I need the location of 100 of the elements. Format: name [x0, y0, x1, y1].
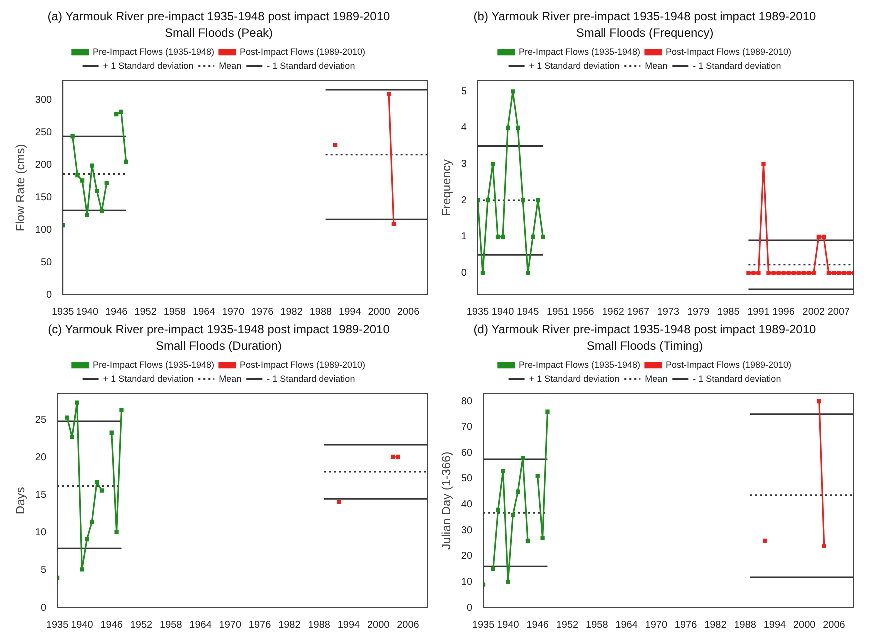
x-tick-label: 1958 [160, 620, 183, 631]
chart-subtitle: Small Floods (Timing) [586, 338, 704, 353]
x-tick-label: 2006 [397, 620, 420, 631]
legend-label: - 1 Standard deviation [267, 60, 356, 71]
point [756, 271, 761, 276]
point [396, 454, 400, 460]
x-tick-label: 1973 [657, 306, 680, 318]
x-tick-label: 1967 [627, 306, 650, 318]
point [521, 198, 526, 203]
point [812, 271, 816, 276]
point [816, 234, 821, 239]
point [541, 234, 546, 239]
point [496, 508, 500, 512]
point [806, 271, 811, 276]
point [120, 408, 124, 412]
y-tick-label: 0 [46, 290, 53, 301]
y-tick-label: 70 [461, 422, 473, 434]
legend-label: Post-Impact Flows (1989-2010) [666, 46, 792, 57]
y-tick-label: 1 [461, 232, 468, 243]
legend-label: Post-Impact Flows (1989-2010) [240, 360, 366, 370]
point [531, 234, 536, 239]
y-tick-label: 250 [35, 127, 53, 138]
point [536, 198, 540, 203]
point [391, 454, 396, 460]
y-tick-label: 60 [461, 448, 473, 459]
y-tick-label: 20 [461, 551, 473, 562]
x-tick-label: 1982 [280, 306, 304, 318]
x-tick-label: 1976 [251, 306, 274, 318]
point [95, 189, 100, 194]
x-tick-label: 1946 [526, 620, 550, 631]
legend-label: + 1 Standard deviation [103, 60, 194, 71]
x-tick-label: 1946 [105, 306, 128, 318]
x-tick-label: 1970 [219, 620, 242, 631]
y-tick-label: 4 [461, 122, 468, 134]
point [104, 181, 109, 186]
legend-label: Mean [219, 60, 242, 71]
legend-label: Post-Impact Flows (1989-2010) [240, 46, 366, 57]
y-tick-label: 2 [461, 195, 468, 206]
point [90, 164, 94, 168]
point [387, 92, 392, 97]
point [500, 234, 506, 239]
y-tick-label: 5 [40, 565, 47, 576]
point [511, 513, 516, 518]
legend-label: Pre-Impact Flows (1935-1948) [92, 46, 215, 57]
y-tick-label: 300 [35, 95, 53, 106]
y-tick-label: 3 [461, 159, 468, 170]
x-tick-label: 2000 [367, 620, 390, 631]
chart-title: (a) Yarmouk River pre-impact 1935-1948 post impact 1989-2010 [48, 10, 391, 24]
x-tick-label: 1964 [193, 306, 216, 318]
point [110, 430, 114, 435]
point [100, 209, 104, 214]
point [540, 536, 545, 540]
point [752, 271, 756, 276]
legend-label: - 1 Standard deviation [693, 60, 782, 71]
y-tick-label: 80 [461, 396, 473, 408]
x-tick-label: 2006 [397, 306, 420, 318]
y-tick-label: 10 [461, 576, 473, 588]
y-tick-label: 0 [466, 602, 473, 614]
point [826, 271, 832, 276]
point [746, 271, 751, 276]
point [516, 126, 520, 130]
x-tick-label: 1996 [772, 306, 796, 318]
point [510, 90, 516, 94]
x-tick-label: 1988 [734, 620, 757, 631]
y-tick-label: 15 [35, 490, 47, 502]
point [486, 198, 490, 203]
point [836, 271, 842, 276]
y-tick-label: 30 [461, 525, 473, 536]
point [75, 400, 80, 405]
x-tick-label: 2002 [802, 306, 826, 318]
point [491, 567, 496, 572]
x-tick-label: 1952 [134, 306, 158, 318]
point [70, 134, 75, 139]
point [94, 480, 100, 485]
point [392, 222, 396, 226]
point [762, 162, 766, 166]
legend-label: + 1 Standard deviation [103, 374, 194, 384]
point [516, 490, 520, 494]
point [786, 271, 791, 276]
legend-label: + 1 Standard deviation [529, 374, 620, 384]
point [76, 173, 80, 178]
point [763, 538, 768, 543]
point [846, 271, 852, 276]
x-tick-label: 2006 [823, 620, 846, 631]
y-tick-label: 100 [35, 224, 53, 236]
point [333, 142, 338, 148]
x-tick-label: 1940 [492, 306, 515, 318]
point [114, 530, 119, 534]
x-tick-label: 1964 [190, 620, 212, 631]
y-tick-label: 0 [461, 268, 468, 279]
x-tick-label: 1956 [572, 306, 595, 318]
point [85, 538, 90, 542]
x-tick-label: 1935 [52, 306, 75, 318]
point [506, 580, 510, 584]
x-tick-label: 1985 [718, 306, 740, 318]
legend-label: Pre-Impact Flows (1935-1948) [518, 46, 641, 57]
x-tick-label: 1982 [704, 620, 728, 631]
point [772, 271, 776, 276]
x-tick-label: 1970 [222, 306, 245, 318]
x-tick-label: 1945 [516, 306, 540, 318]
